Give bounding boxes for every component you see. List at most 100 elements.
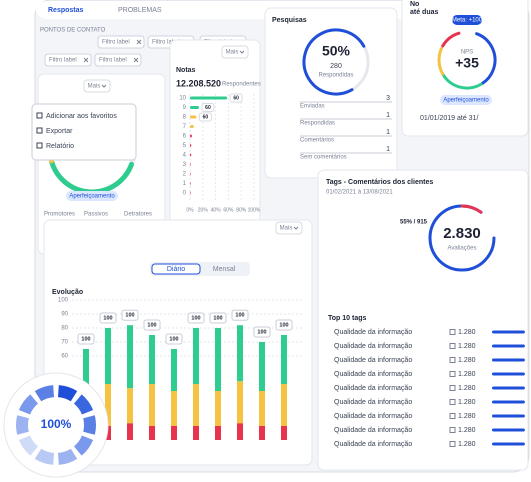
menu-button-bg[interactable] <box>275 221 303 235</box>
x-tick-label: 20% <box>198 207 209 213</box>
bar-label-bg <box>275 319 293 331</box>
bar-segment <box>237 325 243 382</box>
bar-segment <box>149 384 155 426</box>
period: 01/01/2019 até 31/ <box>420 115 478 122</box>
rating-label: 2 <box>183 172 187 178</box>
bar <box>190 134 192 138</box>
tag-value: 1.280 <box>458 413 476 420</box>
status-pill-bg <box>440 95 492 105</box>
bar-segment <box>83 349 89 391</box>
bar-segment <box>105 384 111 426</box>
bar-label-bg <box>253 326 271 338</box>
bar-segment <box>281 426 287 440</box>
rating-label: 6 <box>183 134 187 140</box>
tag-icon <box>449 441 456 447</box>
toggle-option[interactable]: Diário <box>167 266 185 273</box>
bar-segment <box>171 391 177 426</box>
toggle-active[interactable] <box>151 263 201 275</box>
chevron <box>101 84 107 88</box>
filter-chip[interactable]: Filtro label <box>152 40 180 46</box>
bar-segment <box>149 426 155 440</box>
gauge-arc <box>437 30 497 90</box>
tag-name: Qualidade da informação <box>334 399 412 406</box>
top-title: Top 10 tags <box>328 315 366 322</box>
card-subtitle: até duas <box>410 9 439 16</box>
bar <box>190 182 191 185</box>
bar-label: 100 <box>213 315 222 321</box>
bar <box>492 428 525 432</box>
filter-chip-bg[interactable] <box>97 35 145 49</box>
tab[interactable]: Respostas <box>48 7 84 14</box>
tag-name: Qualidade da informação <box>334 385 412 392</box>
card <box>317 169 529 471</box>
nps-label: NPS <box>461 50 473 56</box>
menu-button[interactable]: Mais <box>226 50 239 56</box>
menu-item[interactable]: Exportar <box>46 128 73 135</box>
gauge-arc <box>47 105 137 195</box>
x-tick-label: 100% <box>248 207 261 213</box>
tag-value: 1.280 <box>458 343 476 350</box>
badge-segment <box>74 394 94 415</box>
gauge-arc <box>437 30 497 90</box>
badge-segment <box>18 435 38 456</box>
bar-segment <box>127 325 133 389</box>
tab[interactable]: PROBLEMAS <box>118 7 162 14</box>
menu-button[interactable]: Mais <box>280 226 293 232</box>
bar-segment <box>105 328 111 384</box>
bar-segment <box>193 328 199 384</box>
menu-button-bg[interactable] <box>83 79 111 93</box>
menu-button-bg[interactable] <box>221 45 249 59</box>
bar <box>190 125 194 128</box>
bar-segment <box>105 426 111 440</box>
tag-name: Qualidade da informação <box>334 371 412 378</box>
badge-label: 100% <box>41 417 72 431</box>
bar <box>190 153 192 157</box>
rating-label: 5 <box>183 143 187 149</box>
x-tick-label: 40% <box>211 207 222 213</box>
chip-close <box>133 57 139 63</box>
gauge-arc <box>302 28 370 96</box>
bar-segment <box>237 381 243 424</box>
group-name: Promotores <box>44 212 75 218</box>
filter-chip[interactable]: Filtro label <box>102 40 130 46</box>
menu-button[interactable]: Mais <box>88 84 101 90</box>
count-label-bg <box>198 112 212 122</box>
toggle-option[interactable]: Mensal <box>213 266 236 273</box>
bar <box>190 96 228 100</box>
filter-chip-bg[interactable] <box>44 53 92 67</box>
bar-segment <box>215 426 221 440</box>
tag-icon <box>449 329 456 335</box>
menu-item[interactable]: Relatório <box>46 143 74 150</box>
bar-label: 100 <box>235 313 244 319</box>
rating-label: 3 <box>183 162 187 168</box>
bar-segment <box>259 342 265 391</box>
section-title: PONTOS DE CONTATO <box>40 28 106 34</box>
filter-chip[interactable]: Filtro label <box>99 58 127 64</box>
bar-label-bg <box>187 312 205 324</box>
tag-icon <box>449 343 456 349</box>
tag-icon <box>449 371 456 377</box>
menu-item[interactable]: Adicionar aos favoritos <box>46 113 117 120</box>
tags-ratio: 55% / 915 <box>400 220 428 226</box>
bar-segment <box>171 426 177 440</box>
filter-chip-bg[interactable] <box>94 53 142 67</box>
tag-value: 1.280 <box>458 441 476 448</box>
filter-chip[interactable]: Filtro label <box>49 58 77 64</box>
bar-label-bg <box>121 309 139 321</box>
y-tick-label: 80 <box>61 326 68 332</box>
chip-close <box>136 39 142 45</box>
bar-label: 100 <box>147 322 156 328</box>
bar-segment <box>281 335 287 384</box>
bar-label: 100 <box>279 322 288 328</box>
badge-segment <box>74 435 94 456</box>
row-value: 1 <box>386 112 390 119</box>
bar-label-bg <box>209 312 227 324</box>
bar <box>190 115 197 119</box>
bar <box>492 372 525 376</box>
count-label: 60 <box>203 114 209 120</box>
bar <box>492 330 525 334</box>
notas-total: 12.208.520 <box>176 78 221 88</box>
tag-icon <box>449 385 456 391</box>
row-name: Enviadas <box>300 104 325 110</box>
